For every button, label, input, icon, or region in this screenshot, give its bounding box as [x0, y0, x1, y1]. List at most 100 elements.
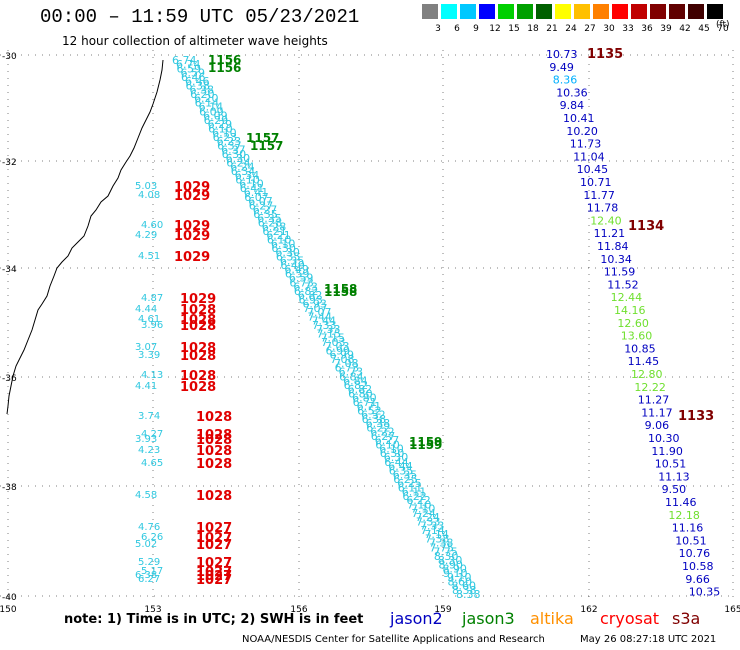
time-label-cryosat: 1028	[196, 410, 232, 425]
swh-value-diagonal: 6.10	[235, 174, 260, 187]
latitude-tick-label: -32	[2, 158, 17, 168]
swh-value-diagonal: 6.73	[289, 276, 314, 289]
time-label-jason3: 1159	[409, 435, 442, 449]
swh-value-diagonal: 6.49	[280, 259, 305, 272]
swh-value-cryosat: 5.29	[138, 557, 160, 568]
generated-timestamp: May 26 08:27:18 UTC 2021	[580, 634, 717, 645]
time-label-cryosat: 1028	[180, 313, 216, 328]
legend-label: 42	[679, 24, 691, 34]
time-label-s3a: 1134	[628, 219, 664, 234]
swh-value-diagonal: 6.14	[195, 97, 220, 110]
swh-value-diagonal: 6.27	[253, 203, 278, 216]
swh-value-jason2: 11.59	[604, 266, 636, 279]
swh-value-diagonal: 6.35	[280, 255, 305, 268]
time-label-cryosat: 1027	[196, 569, 232, 584]
time-label-jason3: 1158	[324, 285, 357, 299]
legend-swatch	[593, 4, 609, 19]
swh-value-diagonal: 6.59	[177, 63, 202, 76]
legend-unit: (ft)	[716, 20, 730, 30]
swh-value-cryosat: 3.93	[135, 434, 157, 445]
legend-label: 33	[622, 24, 634, 34]
swh-value-diagonal: 7.03	[321, 336, 346, 349]
swh-value-jason2: 11.77	[583, 189, 615, 202]
swh-value-jason2: 10.71	[580, 176, 612, 189]
legend-swatch	[422, 4, 438, 19]
swh-value-diagonal: 6.10	[208, 122, 233, 135]
swh-value-jason2: 10.45	[577, 163, 609, 176]
swh-value-cryosat: 4.65	[141, 458, 163, 469]
swh-value-diagonal: 6.84	[343, 374, 368, 387]
time-label-cryosat: 1027	[196, 521, 232, 536]
swh-value-diagonal: 7.08	[330, 353, 355, 366]
coastline	[6, 59, 164, 415]
time-label-jason3: 1157	[250, 139, 283, 153]
latitude-tick-label: -30	[2, 52, 17, 62]
latitude-tick-label: -34	[2, 265, 17, 275]
swh-value-diagonal: 6.21	[262, 225, 287, 238]
swh-value-diagonal: 7.33	[316, 323, 341, 336]
swh-value-diagonal: 6.11	[398, 481, 423, 494]
swh-value-jason2: 11.52	[607, 278, 639, 291]
swh-value-diagonal: 6.30	[226, 152, 251, 165]
time-label-cryosat: 1028	[180, 341, 216, 356]
swh-value-diagonal: 6.27	[249, 199, 274, 212]
time-label-s3a: 1133	[678, 409, 714, 424]
swh-value-cryosat: 6.27	[138, 574, 160, 585]
swh-value-cryosat: 4.76	[138, 522, 160, 533]
time-label-cryosat: 1029	[174, 219, 210, 234]
swh-value-jason2: 9.49	[549, 61, 574, 74]
swh-value-jason2: 11.21	[594, 227, 626, 240]
swh-value-jason2: 10.35	[689, 586, 721, 599]
satellite-cryosat: cryosat	[600, 609, 660, 628]
satellite-altika: altika	[530, 609, 574, 628]
swh-value-jason2: 11.78	[587, 202, 619, 215]
swh-value-diagonal: 6.46	[181, 71, 206, 84]
time-label-cryosat: 1027	[196, 556, 232, 571]
swh-value-jason2: 10.51	[655, 458, 687, 471]
swh-value-diagonal: 6.38	[190, 84, 215, 97]
legend-swatch	[650, 4, 666, 19]
time-label-jason3: 1159	[409, 438, 442, 452]
swh-value-diagonal: 6.46	[185, 75, 210, 88]
swh-value-jason2: 9.66	[685, 573, 710, 586]
time-label-cryosat: 1027	[196, 573, 232, 588]
swh-value-diagonal: 6.34	[235, 169, 259, 182]
swh-value-diagonal: 6.59	[289, 272, 314, 285]
swh-value-diagonal: 7.10	[411, 503, 436, 516]
swh-value-diagonal: 6.82	[344, 379, 369, 392]
swh-value-jason2: 12.60	[617, 317, 649, 330]
swh-value-diagonal: 6.11	[402, 485, 427, 498]
swh-value-diagonal: 7.14	[424, 528, 449, 541]
swh-value-diagonal: 6.22	[406, 494, 431, 507]
legend-swatch	[536, 4, 552, 19]
swh-value-diagonal: 6.74	[176, 58, 201, 71]
swh-value-diagonal: 6.35	[257, 212, 282, 225]
swh-value-diagonal: 6.49	[284, 263, 309, 276]
swh-value-cryosat: 4.41	[135, 381, 157, 392]
swh-value-diagonal: 6.27	[375, 434, 400, 447]
swh-value-diagonal: 6.10	[239, 178, 264, 191]
swh-value-jason2: 10.20	[566, 125, 598, 138]
swh-value-jason2: 12.22	[634, 381, 666, 394]
swh-value-diagonal: 7.14	[420, 524, 445, 537]
swh-value-diagonal: 6.37	[217, 139, 242, 152]
swh-value-cryosat: 4.29	[135, 230, 157, 241]
swh-value-diagonal: 7.44	[311, 314, 336, 327]
time-label-cryosat: 1028	[196, 428, 232, 443]
swh-value-jason2: 11.27	[638, 394, 670, 407]
longitude-tick-label: 165	[724, 605, 740, 615]
time-label-cryosat: 1028	[196, 444, 232, 459]
swh-value-diagonal: 8.38	[452, 584, 477, 597]
swh-value-diagonal: 6.71	[353, 396, 378, 409]
legend-label: 30	[603, 24, 615, 34]
swh-value-diagonal: 6.10	[375, 439, 400, 452]
swh-value-jason2: 14.16	[614, 304, 646, 317]
swh-value-diagonal: 6.24	[230, 161, 255, 174]
legend-swatch	[669, 4, 685, 19]
swh-value-diagonal: 6.44	[384, 456, 409, 469]
swh-value-diagonal: 6.14	[199, 101, 224, 114]
swh-value-diagonal: 7.33	[312, 319, 337, 332]
swh-value-diagonal: 7.15	[317, 328, 342, 341]
swh-value-cryosat: 4.61	[138, 314, 160, 325]
swh-value-diagonal: 7.33	[416, 516, 441, 529]
